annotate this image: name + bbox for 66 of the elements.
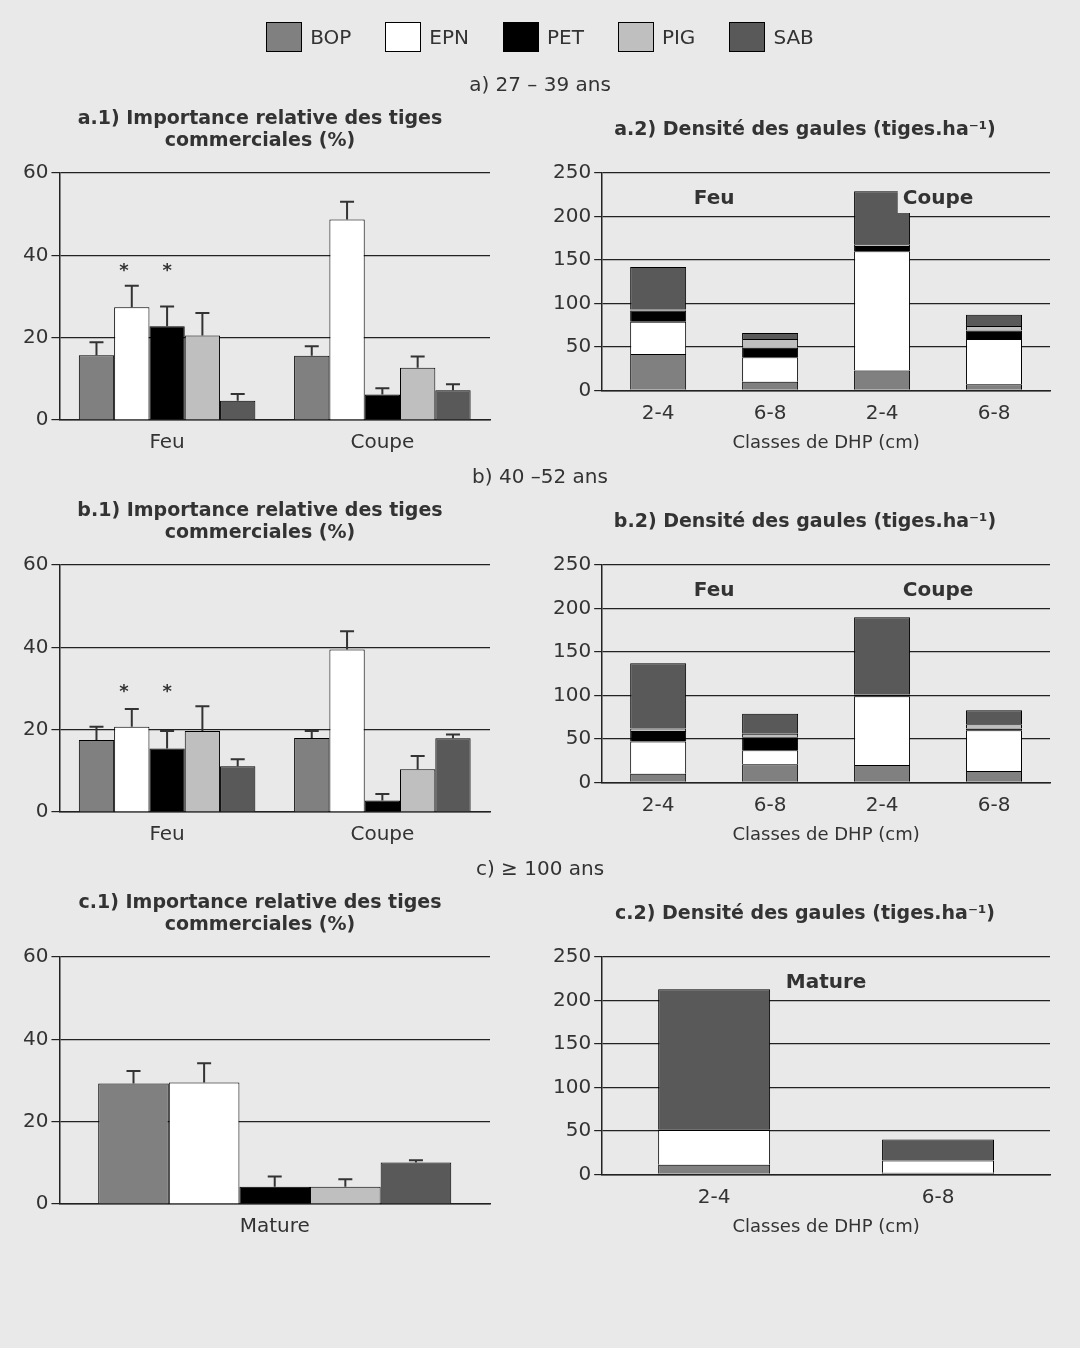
y-tick-label: 200 (552, 986, 592, 1011)
y-tick-label: 0 (578, 1160, 592, 1185)
x-tick-label: 6-8 (921, 1183, 955, 1208)
annotation: Feu (693, 185, 735, 210)
x-tick-label: 2-4 (641, 399, 675, 424)
text: c) ≥ 100 ans (474, 856, 606, 880)
y-tick-label: 50 (565, 333, 592, 358)
y-tick-label: 20 (23, 715, 49, 740)
x-tick-label: 6-8 (753, 399, 787, 424)
x-tick-label: 2-4 (865, 791, 899, 816)
x-axis-title: Classes de DHP (cm) (732, 822, 920, 844)
chart-title: a.2) Densité des gaules (tiges.ha⁻¹) (613, 116, 997, 141)
y-tick-label: 150 (552, 1030, 592, 1055)
x-axis-title: Classes de DHP (cm) (732, 430, 920, 452)
y-tick-label: 0 (35, 798, 49, 823)
y-tick-label: 0 (35, 1190, 49, 1215)
annotation: Mature (785, 969, 867, 994)
x-tick-label: 2-4 (641, 791, 675, 816)
y-tick-label: 250 (552, 159, 592, 184)
y-tick-label: 40 (23, 1025, 49, 1050)
x-tick-label: 2-4 (697, 1183, 731, 1208)
x-axis-title: Classes de DHP (cm) (732, 1214, 920, 1236)
annotation: Feu (693, 577, 735, 602)
y-tick-label: 0 (35, 406, 49, 431)
y-tick-label: 100 (552, 289, 592, 314)
y-tick-label: 60 (23, 943, 49, 968)
y-tick-label: 60 (23, 551, 49, 576)
chart-title: c.2) Densité des gaules (tiges.ha⁻¹) (614, 900, 996, 925)
y-tick-label: 100 (552, 681, 592, 706)
legend-label: SAB (773, 25, 814, 49)
y-tick-label: 20 (23, 323, 49, 348)
y-tick-label: 200 (552, 594, 592, 619)
y-tick-label: 100 (552, 1073, 592, 1098)
chart-title: a.1) Importance relative des tiges commerciales (%) (76, 105, 444, 152)
y-tick-label: 50 (565, 725, 592, 750)
annotation: * (162, 679, 173, 701)
y-tick-label: 200 (552, 202, 592, 227)
y-tick-label: 60 (23, 159, 49, 184)
y-tick-label: 250 (552, 551, 592, 576)
chart-title: b.2) Densité des gaules (tiges.ha⁻¹) (612, 508, 998, 533)
chart-title: b.1) Importance relative des tiges commerciales (%) (76, 497, 444, 544)
annotation: * (162, 259, 173, 281)
legend-label: BOP (310, 25, 352, 49)
x-tick-label: 6-8 (753, 791, 787, 816)
x-tick-label: 2-4 (865, 399, 899, 424)
x-tick-label: 6-8 (977, 791, 1011, 816)
x-tick-label: 6-8 (977, 399, 1011, 424)
y-tick-label: 150 (552, 246, 592, 271)
legend-label: PET (546, 25, 584, 49)
legend-label: PIG (661, 25, 696, 49)
y-tick-label: 0 (578, 768, 592, 793)
text: a) 27 – 39 ans (468, 72, 612, 96)
y-tick-label: 40 (23, 241, 49, 266)
legend-label: EPN (429, 25, 469, 49)
y-tick-label: 20 (23, 1107, 49, 1132)
y-tick-label: 150 (552, 638, 592, 663)
annotation: * (119, 259, 130, 281)
y-tick-label: 250 (552, 943, 592, 968)
annotation: * (119, 679, 130, 701)
y-tick-label: 40 (23, 633, 49, 658)
text: b) 40 –52 ans (471, 464, 609, 488)
annotation: Coupe (902, 185, 974, 210)
y-tick-label: 50 (565, 1117, 592, 1142)
chart-title: c.1) Importance relative des tiges commerciales (%) (77, 889, 443, 936)
y-tick-label: 0 (578, 376, 592, 401)
annotation: Coupe (902, 577, 974, 602)
